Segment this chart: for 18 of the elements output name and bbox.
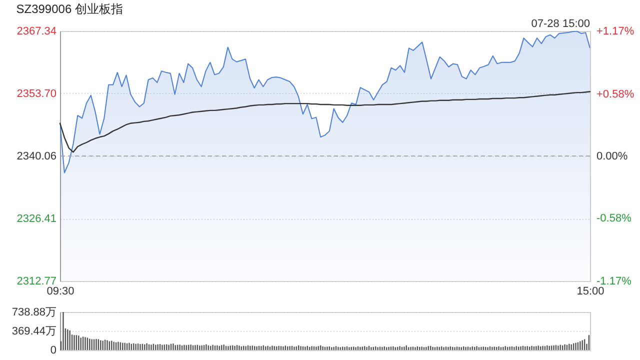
y2-tick-label: +1.17%	[596, 26, 634, 38]
line-series	[59, 91, 591, 153]
y-tick-label: 2312.77	[16, 276, 56, 288]
chart-title: SZ399006 创业板指	[16, 2, 123, 16]
x-tick-label: 09:30	[46, 286, 74, 298]
y2-tick-label: -0.58%	[596, 212, 632, 224]
text: 07-28 15:00	[531, 18, 590, 30]
y2-tick-label: 0.00%	[596, 150, 628, 162]
y-tick-label: 2353.70	[16, 88, 56, 100]
y-tick-label: 2326.41	[16, 213, 56, 226]
y2-tick-label: -1.17%	[596, 276, 632, 288]
x-tick-label: 15:00	[576, 286, 604, 298]
y-tick-label: 0	[50, 344, 56, 356]
y2-tick-label: +0.58%	[596, 88, 634, 101]
y-tick-label: 738.88万	[12, 306, 56, 318]
y-tick-label: 369.44万	[12, 326, 56, 338]
y-tick-label: 2340.06	[16, 150, 56, 162]
y-tick-label: 2367.34	[16, 26, 56, 38]
